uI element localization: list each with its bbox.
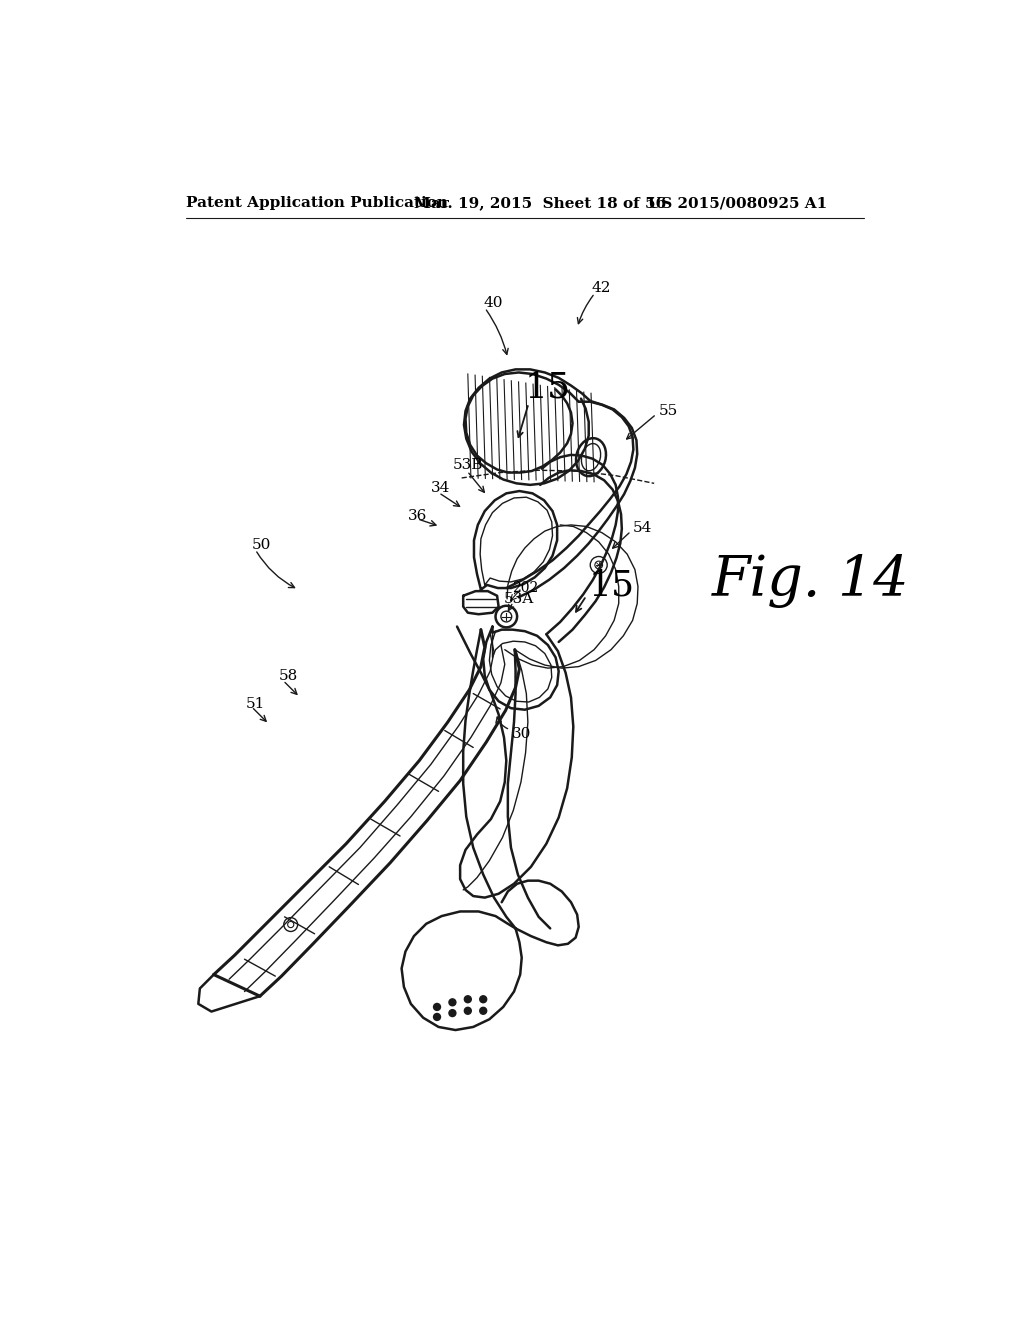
Text: 58: 58 [279,669,298,682]
Text: 36: 36 [408,510,427,524]
Text: 55: 55 [658,404,678,418]
Circle shape [433,1003,440,1010]
Circle shape [433,1014,440,1020]
Text: US 2015/0080925 A1: US 2015/0080925 A1 [648,197,827,210]
Circle shape [449,999,456,1006]
Text: 54: 54 [633,521,652,535]
Text: Mar. 19, 2015  Sheet 18 of 56: Mar. 19, 2015 Sheet 18 of 56 [414,197,666,210]
Circle shape [464,1007,471,1014]
Text: 30: 30 [512,727,531,742]
Text: 50: 50 [252,539,271,552]
Circle shape [480,995,486,1003]
Text: 53A: 53A [504,591,535,606]
Text: 15: 15 [524,371,571,405]
Text: 15: 15 [589,569,635,603]
Text: 53B: 53B [453,458,482,471]
Text: 34: 34 [431,480,451,495]
Text: 42: 42 [591,281,610,294]
Text: 202: 202 [512,581,538,595]
Text: 40: 40 [483,296,503,310]
Text: Patent Application Publication: Patent Application Publication [186,197,449,210]
Circle shape [449,1010,456,1016]
Circle shape [464,995,471,1003]
Text: 51: 51 [246,697,265,710]
Circle shape [480,1007,486,1014]
Text: Fig. 14: Fig. 14 [712,553,909,607]
